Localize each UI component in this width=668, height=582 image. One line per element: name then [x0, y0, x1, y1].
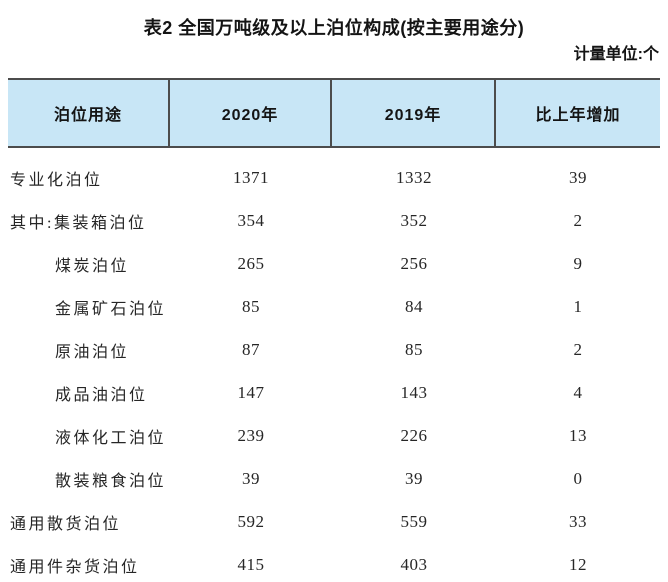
cell-berth-use: 专业化泊位	[10, 171, 103, 189]
cell-berth-use: 成品油泊位	[55, 386, 148, 404]
table-body: 专业化泊位 1371 1332 39 其中:集装箱泊位 354 352 2 煤炭…	[8, 148, 660, 582]
table-row: 其中:集装箱泊位 354 352 2	[8, 199, 660, 242]
cell-2019: 85	[405, 339, 423, 359]
table-row: 煤炭泊位 265 256 9	[8, 242, 660, 285]
cell-berth-use: 其中:集装箱泊位	[10, 214, 147, 232]
cell-2020: 85	[242, 296, 260, 316]
cell-2019: 143	[400, 382, 428, 402]
header-cell-increase: 比上年增加	[535, 107, 621, 124]
cell-berth-use: 液体化工泊位	[55, 429, 167, 447]
cell-2020: 39	[242, 468, 260, 488]
cell-increase: 2	[573, 210, 583, 230]
cell-2019: 226	[400, 425, 428, 445]
cell-berth-use: 散装粮食泊位	[55, 472, 167, 490]
header-cell-2019: 2019年	[332, 80, 496, 146]
header-cell-berth-use: 泊位用途	[8, 80, 170, 146]
cell-2019: 352	[400, 210, 428, 230]
cell-2019: 1332	[396, 167, 432, 187]
cell-2020: 415	[237, 554, 265, 574]
cell-2020: 592	[237, 511, 265, 531]
cell-berth-use: 原油泊位	[55, 343, 130, 361]
cell-2020: 147	[237, 382, 265, 402]
table-row: 原油泊位 87 85 2	[8, 328, 660, 371]
cell-increase: 4	[573, 382, 583, 402]
cell-2020: 239	[237, 425, 265, 445]
cell-berth-use: 煤炭泊位	[55, 257, 130, 275]
table-row: 通用件杂货泊位 415 403 12	[8, 543, 660, 582]
cell-2019: 256	[400, 253, 428, 273]
cell-increase: 0	[573, 468, 583, 488]
table-row: 通用散货泊位 592 559 33	[8, 500, 660, 543]
cell-2020: 354	[237, 210, 265, 230]
cell-increase: 39	[569, 167, 587, 187]
cell-increase: 12	[569, 554, 587, 574]
cell-berth-use: 通用散货泊位	[10, 515, 122, 533]
table-header-row: 泊位用途 2020年 2019年 比上年增加	[8, 78, 660, 148]
table-row: 液体化工泊位 239 226 13	[8, 414, 660, 457]
unit-label: 计量单位:个	[573, 46, 659, 63]
table-row: 金属矿石泊位 85 84 1	[8, 285, 660, 328]
cell-increase: 2	[573, 339, 583, 359]
cell-2020: 1371	[233, 167, 269, 187]
cell-2019: 403	[400, 554, 428, 574]
cell-2019: 559	[400, 511, 428, 531]
berth-table: 泊位用途 2020年 2019年 比上年增加 专业化泊位 1371 1332 3…	[8, 78, 660, 582]
cell-increase: 1	[573, 296, 583, 316]
cell-increase: 9	[573, 253, 583, 273]
cell-2019: 39	[405, 468, 423, 488]
table-row: 成品油泊位 147 143 4	[8, 371, 660, 414]
cell-berth-use: 金属矿石泊位	[55, 300, 167, 318]
header-cell-2020: 2020年	[170, 80, 332, 146]
table-row: 散装粮食泊位 39 39 0	[8, 457, 660, 500]
table-row: 专业化泊位 1371 1332 39	[8, 156, 660, 199]
cell-berth-use: 通用件杂货泊位	[10, 558, 140, 576]
cell-2020: 87	[242, 339, 260, 359]
cell-2019: 84	[405, 296, 423, 316]
cell-2020: 265	[237, 253, 265, 273]
cell-increase: 33	[569, 511, 587, 531]
cell-increase: 13	[569, 425, 587, 445]
table-title: 表2 全国万吨级及以上泊位构成(按主要用途分)	[143, 18, 525, 38]
